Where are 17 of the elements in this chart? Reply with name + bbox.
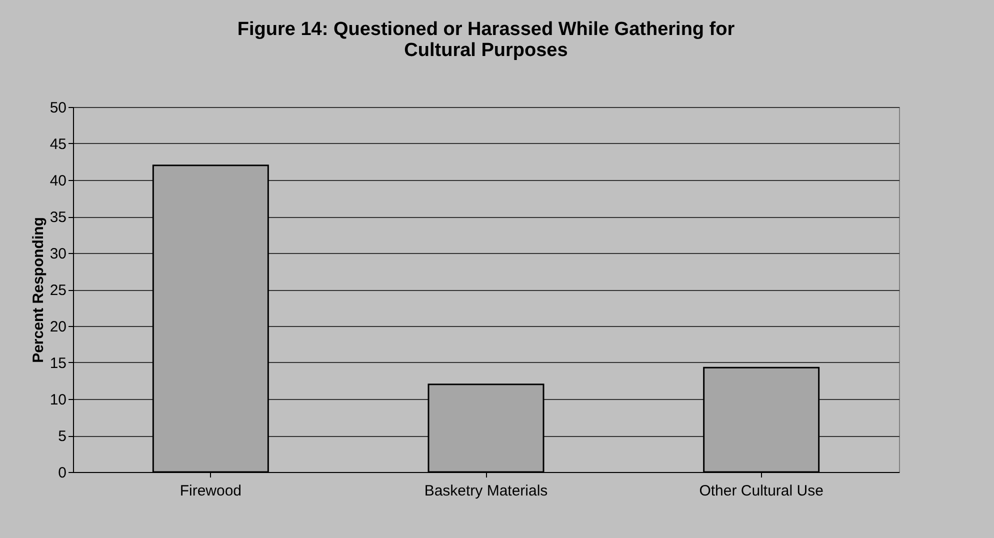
y-axis-title: Percent Responding xyxy=(30,217,47,363)
y-tick-label: 5 xyxy=(58,428,66,445)
y-tick-label: 25 xyxy=(50,282,66,299)
y-tick-label: 0 xyxy=(58,464,66,482)
x-tick-label: Other Cultural Use xyxy=(699,482,824,500)
y-tick-label: 35 xyxy=(50,209,66,226)
y-tick-label: 45 xyxy=(50,136,66,153)
y-tick-label: 10 xyxy=(50,392,66,408)
y-tick-label: 30 xyxy=(50,246,66,262)
y-tick-label: 20 xyxy=(50,318,66,336)
y-tick-label: 15 xyxy=(50,355,66,372)
y-tick-label: 50 xyxy=(50,100,66,116)
y-tick-label: 40 xyxy=(50,172,66,190)
text: Figure 14: Questioned or Harassed While Gathering for xyxy=(237,19,735,40)
text: Cultural Purposes xyxy=(404,40,568,61)
x-tick-label: Firewood xyxy=(180,482,242,500)
x-tick-label: Basketry Materials xyxy=(424,482,548,500)
